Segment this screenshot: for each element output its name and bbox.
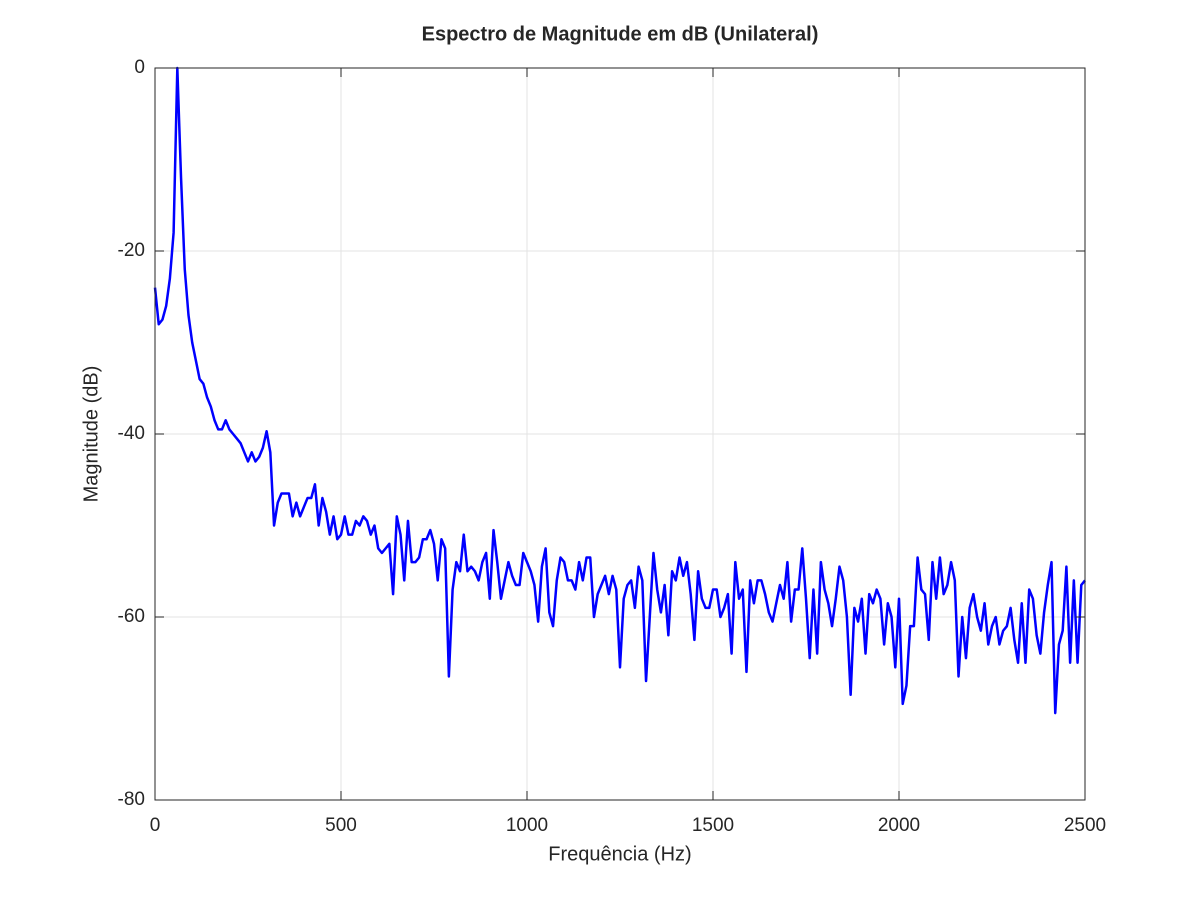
x-tick-label: 1000 [506,815,548,836]
y-tick-label: -60 [118,606,145,627]
y-axis-label: Magnitude (dB) [80,366,102,503]
plot [153,66,1086,715]
x-axis-label: Frequência (Hz) [548,843,691,865]
x-tick-label: 1500 [692,815,734,836]
x-tick-label: 0 [150,815,161,836]
y-tick-label: 0 [134,57,145,78]
y-tick-label: -80 [118,789,145,810]
x-tick-label: 2500 [1064,815,1106,836]
x-tick-label: 2000 [878,815,920,836]
y-tick-label: -20 [118,240,145,261]
y-tick-label: -40 [118,423,145,444]
data-line [153,66,1086,715]
x-tick-label: 500 [325,815,357,836]
chart-title: Espectro de Magnitude em dB (Unilateral) [422,23,819,45]
